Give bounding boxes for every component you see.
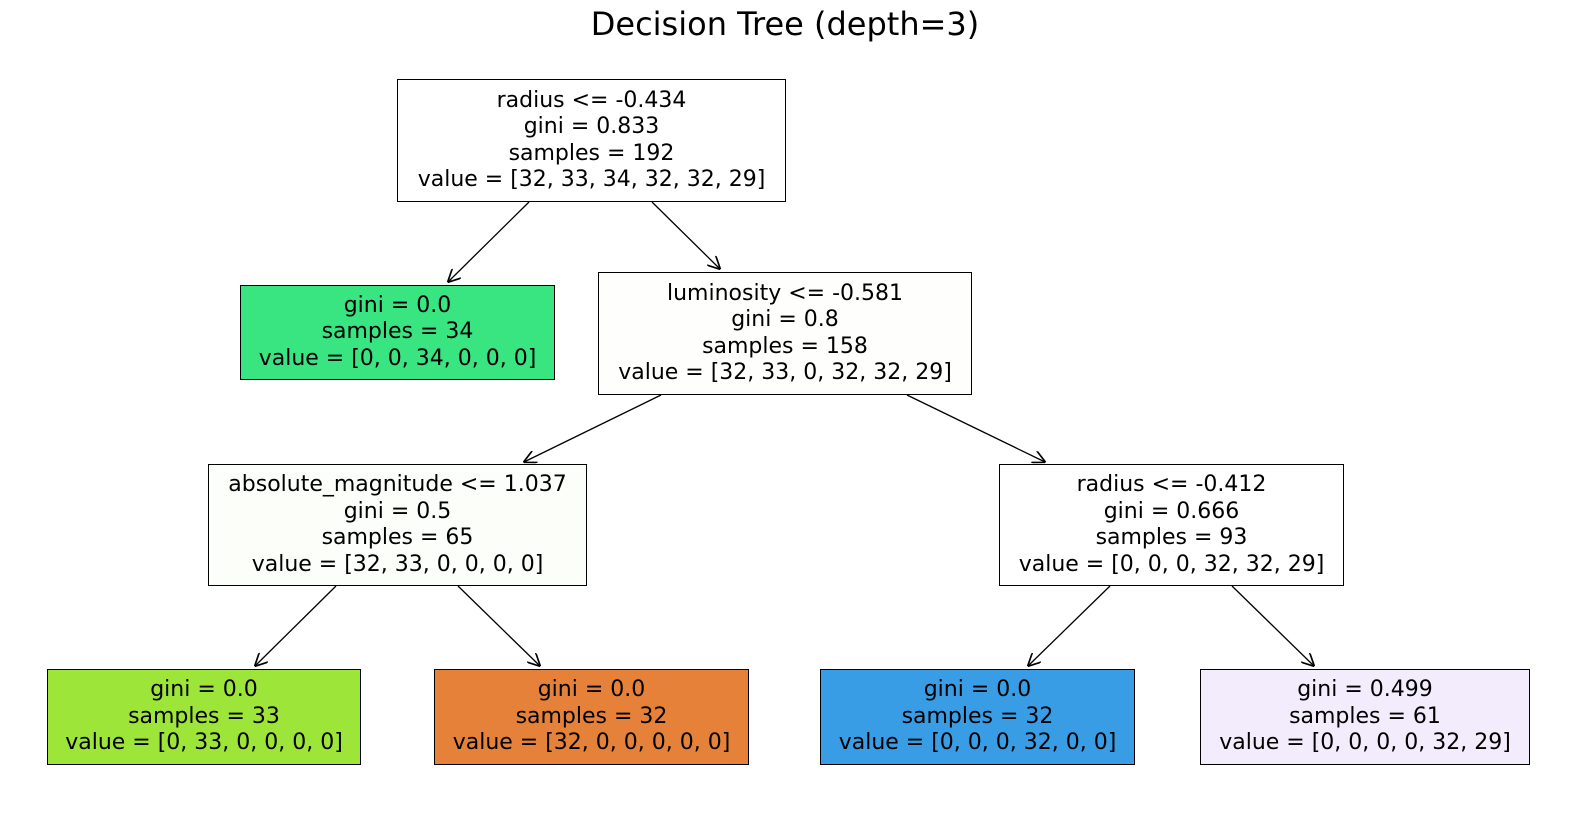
tree-node-n4: gini = 0.0 samples = 33 value = [0, 33, 0,… — [47, 669, 361, 765]
edge-n2-n3 — [524, 394, 662, 462]
node-split-text: absolute_magnitude <= 1.037 — [228, 472, 567, 497]
tree-node-n5: gini = 0.0 samples = 32 value = [32, 0, 0,… — [434, 669, 749, 765]
node-gini-text: gini = 0.499 — [1297, 677, 1433, 703]
node-split-text: luminosity <= -0.581 — [667, 280, 903, 306]
tree-node-n2: luminosity <= -0.581 gini = 0.8 samples = … — [598, 272, 972, 395]
node-samples-text: samples = 34 — [321, 319, 474, 345]
node-value-text: value = [0, 0, 0, 0, 32, 29] — [1219, 730, 1511, 756]
node-value-text: value = [0, 33, 0, 0, 0, 0] — [65, 730, 343, 756]
edge-n6-n7 — [1028, 585, 1111, 666]
node-value-text: value = [0, 0, 0, 32, 32, 29] — [1018, 551, 1325, 577]
tree-node-n7: gini = 0.0 samples = 32 value = [0, 0, 0, … — [820, 669, 1135, 765]
node-gini-text: gini = 0.666 — [1103, 498, 1240, 524]
tree-node-n8: gini = 0.499 samples = 61 value = [0, 0, 0… — [1200, 669, 1530, 765]
tree-node-n1: gini = 0.0 samples = 34 value = [0, 0, 34,… — [240, 285, 555, 380]
node-value-text: value = [0, 0, 0, 32, 0, 0] — [838, 730, 1117, 756]
edge-n3-n4 — [255, 585, 337, 666]
edge-n2-n6 — [906, 394, 1045, 462]
edge-n6-n8 — [1231, 585, 1314, 666]
node-split-text: radius <= -0.412 — [1076, 472, 1267, 497]
node-value-text: value = [32, 33, 0, 32, 32, 29] — [618, 360, 952, 385]
tree-node-n3: absolute_magnitude <= 1.037 gini = 0.5 sam… — [208, 464, 587, 586]
node-value-text: value = [0, 0, 34, 0, 0, 0] — [258, 345, 537, 371]
node-samples-text: samples = 192 — [508, 140, 675, 166]
tree-node-n6: radius <= -0.412 gini = 0.666 samples = 93… — [999, 464, 1344, 586]
node-samples-text: samples = 65 — [321, 525, 474, 550]
node-gini-text: gini = 0.5 — [343, 498, 452, 524]
node-gini-text: gini = 0.0 — [343, 292, 452, 318]
node-value-text: value = [32, 0, 0, 0, 0, 0] — [452, 730, 731, 756]
node-split-text: radius <= -0.434 — [496, 87, 687, 113]
node-gini-text: gini = 0.0 — [923, 677, 1032, 703]
chart-title: Decision Tree (depth=3) — [590, 5, 980, 43]
node-samples-text: samples = 33 — [128, 703, 280, 729]
node-gini-text: gini = 0.833 — [523, 114, 660, 139]
edge-n0-n2 — [651, 201, 720, 269]
node-value-text: value = [32, 33, 34, 32, 32, 29] — [417, 167, 766, 192]
node-gini-text: gini = 0.0 — [537, 677, 646, 703]
node-gini-text: gini = 0.0 — [150, 677, 258, 703]
node-gini-text: gini = 0.8 — [731, 307, 839, 332]
edge-n0-n1 — [448, 201, 530, 282]
tree-node-n0: radius <= -0.434 gini = 0.833 samples = 19… — [397, 79, 786, 202]
node-samples-text: samples = 158 — [702, 333, 868, 359]
node-samples-text: samples = 32 — [901, 703, 1054, 729]
node-samples-text: samples = 32 — [515, 703, 668, 729]
node-value-text: value = [32, 33, 0, 0, 0, 0] — [251, 551, 544, 577]
node-samples-text: samples = 93 — [1095, 525, 1248, 550]
edge-n3-n5 — [457, 585, 540, 666]
node-samples-text: samples = 61 — [1289, 703, 1441, 729]
